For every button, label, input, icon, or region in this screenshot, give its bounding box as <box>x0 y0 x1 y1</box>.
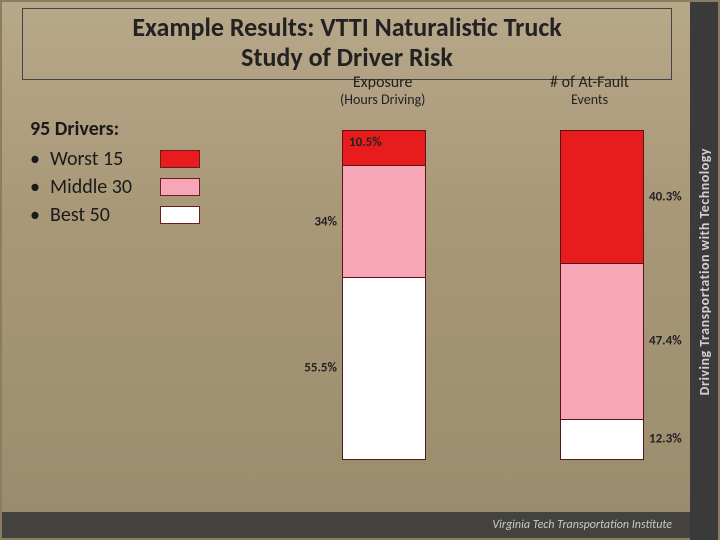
exposure-bar: 10.5% 34%55.5% <box>342 130 426 460</box>
legend-swatch <box>160 178 200 196</box>
atfault-segment-label: 12.3% <box>643 432 682 447</box>
sidebar: Driving Transportation with Technology <box>690 2 718 540</box>
title-box: Example Results: VTTI Naturalistic Truck… <box>22 8 672 80</box>
exposure-header: Exposure (Hours Driving) <box>340 74 425 108</box>
footer-text: Virginia Tech Transportation Institute <box>492 518 672 532</box>
atfault-header: # of At-Fault Events <box>550 74 629 108</box>
exposure-segment: 55.5% <box>343 277 425 459</box>
atfault-bar: 40.3%47.4%12.3% <box>560 130 644 460</box>
legend-swatch <box>160 150 200 168</box>
legend-label: Best 50 <box>50 203 150 227</box>
atfault-segment-label: 40.3% <box>643 190 682 205</box>
atfault-segment: 12.3% <box>561 419 643 459</box>
legend-label: Worst 15 <box>50 147 150 171</box>
legend-row: • Middle 30 <box>30 175 270 199</box>
atfault-segment-label: 47.4% <box>643 334 682 349</box>
exposure-segment: 34% <box>343 165 425 277</box>
exposure-segment-label: 34% <box>314 214 343 229</box>
title-line2: Study of Driver Risk <box>33 43 661 73</box>
legend-row: • Worst 15 <box>30 147 270 171</box>
legend-bullet: • <box>30 175 40 199</box>
title-line1: Example Results: VTTI Naturalistic Truck <box>33 13 661 43</box>
exposure-header-main: Exposure <box>340 74 425 92</box>
legend-label: Middle 30 <box>50 175 150 199</box>
exposure-segment-label: 10.5% <box>349 135 382 150</box>
legend-bullet: • <box>30 203 40 227</box>
legend-swatch <box>160 206 200 224</box>
atfault-header-main: # of At-Fault <box>550 74 629 92</box>
exposure-segment-label: 55.5% <box>304 361 343 376</box>
footer: Virginia Tech Transportation Institute <box>2 512 690 538</box>
legend-heading: 95 Drivers: <box>30 117 270 141</box>
legend-row: • Best 50 <box>30 203 270 227</box>
legend-bullet: • <box>30 147 40 171</box>
legend: 95 Drivers: • Worst 15 • Middle 30 • Best 50 <box>30 117 270 231</box>
atfault-header-sub: Events <box>550 92 629 108</box>
atfault-segment: 40.3% <box>561 131 643 263</box>
sidebar-text: Driving Transportation with Technology <box>696 148 713 395</box>
atfault-segment: 47.4% <box>561 263 643 418</box>
slide: Driving Transportation with Technology V… <box>0 0 720 540</box>
exposure-segment: 10.5% <box>343 131 425 165</box>
exposure-header-sub: (Hours Driving) <box>340 92 425 108</box>
